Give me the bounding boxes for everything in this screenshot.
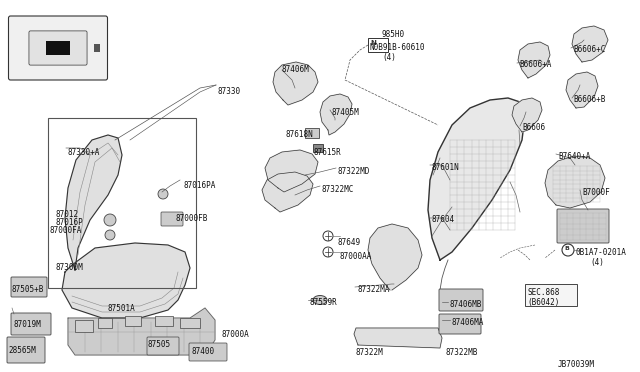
Bar [313, 144, 323, 152]
Text: B6606+B: B6606+B [573, 95, 605, 104]
FancyBboxPatch shape [189, 343, 227, 361]
Text: 87322M: 87322M [355, 348, 383, 357]
Text: 28565M: 28565M [8, 346, 36, 355]
Text: 0B1A7-0201A: 0B1A7-0201A [575, 248, 626, 257]
Text: 87400: 87400 [192, 347, 215, 356]
Text: B7640+A: B7640+A [558, 152, 590, 161]
Polygon shape [265, 150, 318, 192]
FancyBboxPatch shape [29, 31, 87, 65]
Circle shape [105, 230, 115, 240]
Text: 87322MC: 87322MC [322, 185, 355, 194]
FancyBboxPatch shape [8, 16, 108, 80]
Text: (4): (4) [382, 53, 396, 62]
FancyBboxPatch shape [7, 337, 45, 363]
Ellipse shape [313, 295, 327, 305]
Text: 87330: 87330 [218, 87, 241, 96]
Polygon shape [62, 243, 190, 318]
Circle shape [323, 231, 333, 241]
Bar [93, 44, 99, 52]
Text: 87505: 87505 [148, 340, 171, 349]
Text: 87322MD: 87322MD [338, 167, 371, 176]
Text: 87559R: 87559R [310, 298, 338, 307]
Text: N0B91B-60610: N0B91B-60610 [370, 43, 426, 52]
Text: 87012: 87012 [55, 210, 78, 219]
Text: 87406M: 87406M [282, 65, 310, 74]
Bar [125, 316, 141, 326]
Text: 87019M: 87019M [14, 320, 42, 329]
Polygon shape [518, 42, 550, 78]
Polygon shape [566, 72, 598, 108]
Text: 87322MB: 87322MB [445, 348, 477, 357]
Bar [155, 316, 173, 326]
Text: 87000FB: 87000FB [175, 214, 207, 223]
Polygon shape [428, 98, 525, 260]
Text: B6606: B6606 [522, 123, 545, 132]
FancyBboxPatch shape [439, 289, 483, 311]
Text: (4): (4) [590, 258, 604, 267]
Polygon shape [262, 172, 313, 212]
Polygon shape [512, 98, 542, 132]
Text: 87016P: 87016P [55, 218, 83, 227]
Text: B6606+A: B6606+A [519, 60, 552, 69]
Text: 87330+A: 87330+A [68, 148, 100, 157]
FancyBboxPatch shape [11, 313, 51, 335]
Text: 87405M: 87405M [331, 108, 359, 117]
FancyBboxPatch shape [557, 209, 609, 243]
Text: B7000F: B7000F [582, 188, 610, 197]
Polygon shape [368, 224, 422, 290]
Text: 87604: 87604 [432, 215, 455, 224]
Circle shape [323, 247, 333, 257]
Text: 87000A: 87000A [222, 330, 250, 339]
Text: 87300M: 87300M [55, 263, 83, 272]
Text: (B6042): (B6042) [527, 298, 559, 307]
Polygon shape [572, 26, 608, 62]
Text: 87618N: 87618N [286, 130, 314, 139]
Text: JB70039M: JB70039M [558, 360, 595, 369]
Polygon shape [68, 308, 215, 355]
Polygon shape [273, 62, 318, 105]
Text: 87016PA: 87016PA [183, 181, 216, 190]
Circle shape [158, 189, 168, 199]
Text: 87505+B: 87505+B [12, 285, 44, 294]
Text: 87615R: 87615R [313, 148, 340, 157]
Polygon shape [65, 135, 122, 270]
Polygon shape [354, 328, 442, 348]
Text: N: N [370, 40, 376, 46]
FancyBboxPatch shape [161, 212, 183, 226]
Text: 87406MB: 87406MB [450, 300, 483, 309]
Bar [46, 41, 70, 55]
Bar [305, 128, 319, 138]
Text: SEC.868: SEC.868 [528, 288, 561, 297]
Bar [368, 38, 388, 52]
FancyBboxPatch shape [147, 337, 179, 355]
Polygon shape [320, 94, 352, 135]
FancyBboxPatch shape [439, 314, 481, 334]
Polygon shape [545, 156, 605, 208]
Text: 87601N: 87601N [432, 163, 460, 172]
Text: 87406MA: 87406MA [452, 318, 484, 327]
Text: 87322MA: 87322MA [357, 285, 389, 294]
Bar [180, 318, 200, 328]
Circle shape [562, 244, 574, 256]
Bar [98, 318, 112, 328]
Text: 87000FA: 87000FA [50, 226, 83, 235]
FancyBboxPatch shape [11, 277, 47, 297]
Text: 87501A: 87501A [108, 304, 136, 313]
Bar [48, 118, 196, 288]
Text: B6606+C: B6606+C [573, 45, 605, 54]
Text: 985H0: 985H0 [382, 30, 405, 39]
Text: 87000AA: 87000AA [340, 252, 372, 261]
Text: B: B [564, 246, 569, 251]
Bar [525, 284, 577, 306]
Bar [75, 320, 93, 332]
Circle shape [104, 214, 116, 226]
Text: 87649: 87649 [337, 238, 360, 247]
